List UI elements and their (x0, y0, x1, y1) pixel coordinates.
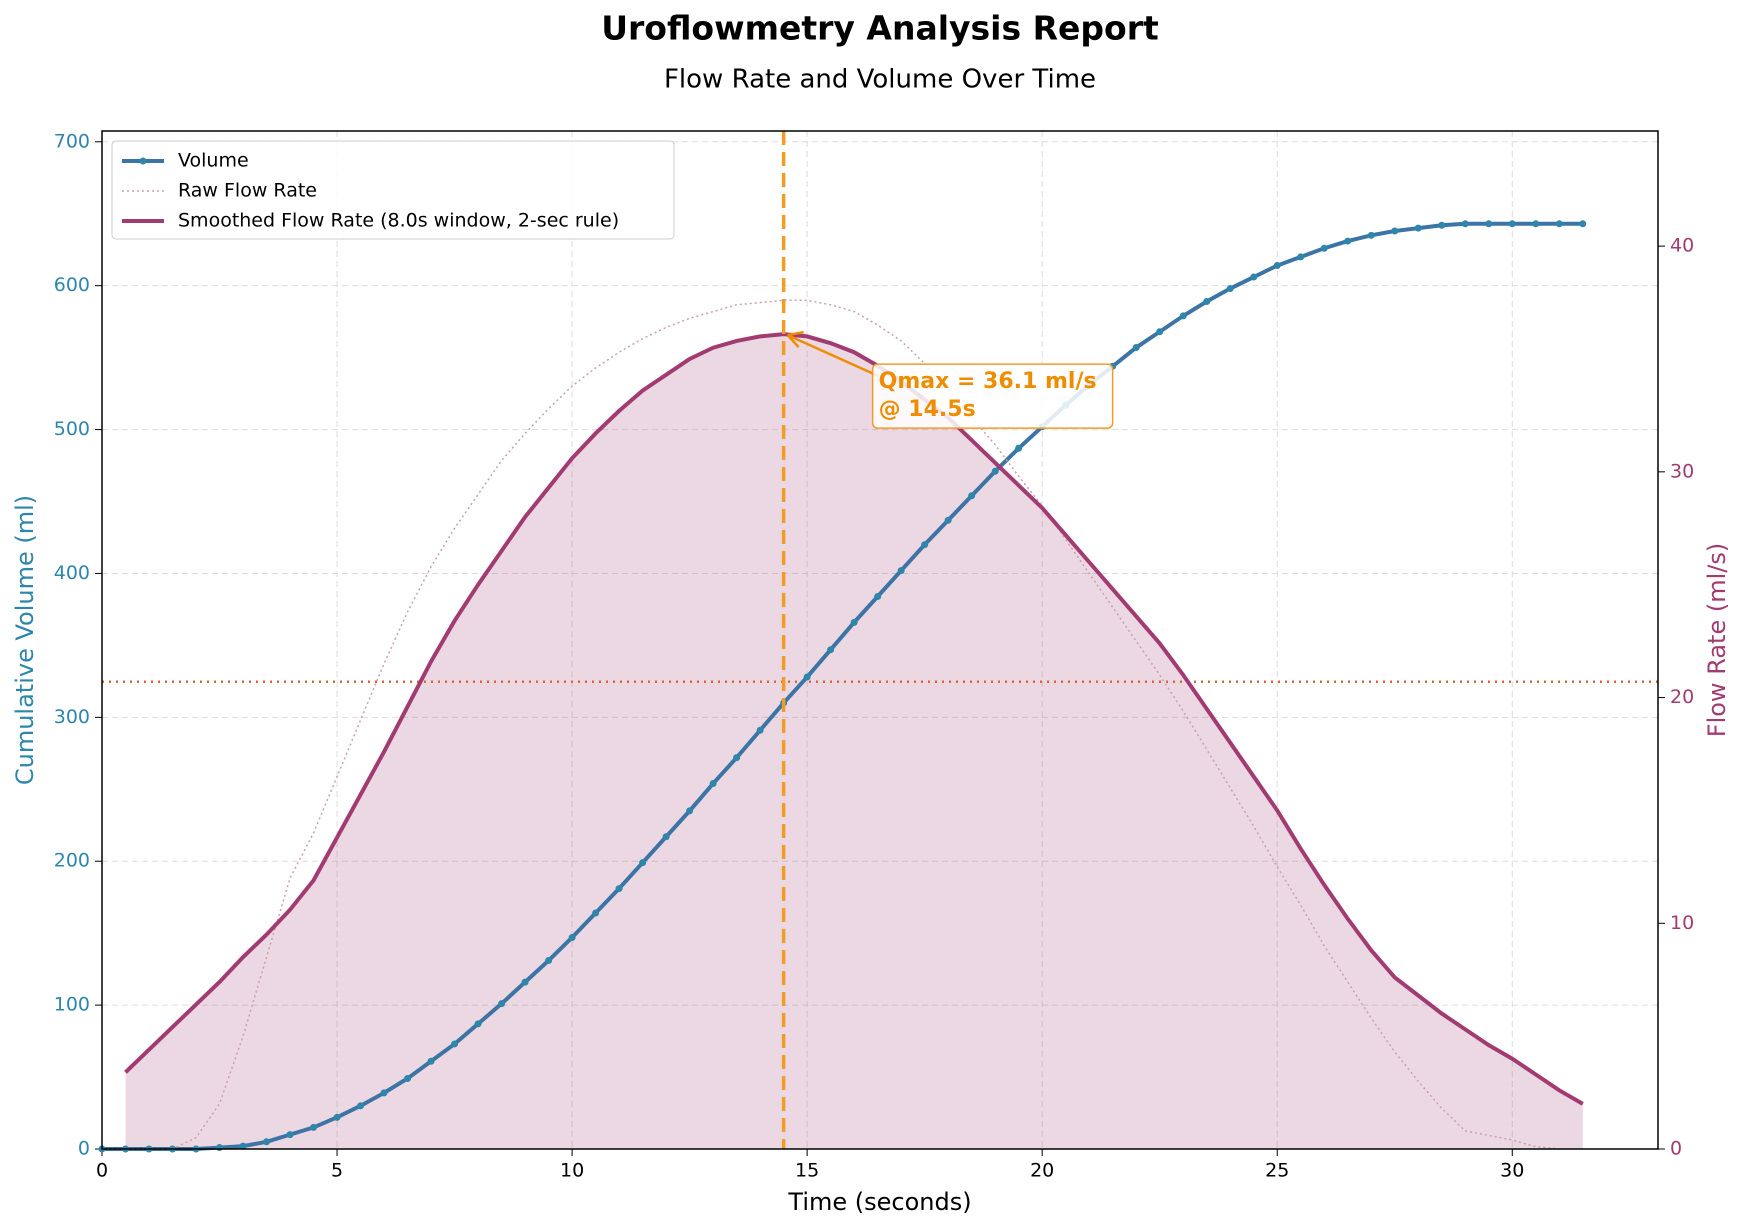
volume-point (1297, 253, 1305, 261)
volume-point (662, 833, 670, 841)
volume-point (1555, 220, 1563, 228)
volume-point (1273, 262, 1281, 270)
y-tick-label: 700 (54, 130, 90, 152)
volume-point (709, 780, 717, 788)
legend-label: Raw Flow Rate (178, 180, 317, 202)
volume-point (827, 646, 835, 654)
x-tick-label: 30 (1500, 1160, 1524, 1182)
volume-point (1179, 312, 1187, 320)
y2-tick-label: 10 (1670, 912, 1694, 934)
volume-point (592, 909, 600, 917)
volume-point (1226, 285, 1234, 293)
volume-point (968, 492, 976, 500)
volume-point (1156, 328, 1164, 336)
volume-point (404, 1074, 412, 1082)
volume-point (1367, 231, 1375, 239)
volume-point (427, 1057, 435, 1065)
volume-point (897, 567, 905, 575)
y-tick-label: 400 (54, 562, 90, 584)
legend-label: Smoothed Flow Rate (8.0s window, 2-sec r… (178, 210, 619, 232)
legend-marker (139, 157, 147, 165)
chart-subtitle: Flow Rate and Volume Over Time (664, 65, 1096, 95)
annotation-text: Qmax = 36.1 ml/s (879, 369, 1097, 394)
volume-point (521, 978, 529, 986)
volume-point (1320, 244, 1328, 252)
volume-point (733, 754, 741, 762)
volume-point (874, 592, 882, 600)
volume-point (850, 618, 858, 626)
volume-point (310, 1123, 318, 1131)
y-axis-label: Cumulative Volume (ml) (11, 495, 39, 785)
series-line (124, 332, 1584, 1106)
volume-point (991, 467, 999, 475)
y-tick-label: 600 (54, 274, 90, 296)
y-tick-label: 500 (54, 418, 90, 440)
legend-label: Volume (178, 150, 249, 172)
y2-tick-label: 0 (1670, 1138, 1682, 1160)
x-tick-label: 15 (795, 1160, 819, 1182)
volume-point (1579, 220, 1587, 228)
y-tick-label: 300 (54, 706, 90, 728)
volume-point (451, 1040, 459, 1048)
volume-point (1132, 344, 1140, 352)
y-tick-label: 200 (54, 850, 90, 872)
volume-point (357, 1102, 365, 1110)
chart-title: Uroflowmetry Analysis Report (601, 9, 1159, 48)
volume-point (545, 957, 553, 965)
volume-point (498, 1000, 506, 1008)
volume-point (286, 1131, 294, 1139)
volume-point (1250, 273, 1258, 281)
y-tick-label: 0 (78, 1138, 90, 1160)
volume-point (380, 1089, 388, 1097)
volume-point (1391, 227, 1399, 235)
annotation-arrowhead (786, 330, 804, 348)
x-tick-label: 10 (560, 1160, 584, 1182)
x-tick-label: 25 (1265, 1160, 1289, 1182)
annotation-arrow (787, 334, 880, 378)
annotation-text: @ 14.5s (879, 397, 976, 422)
volume-point (803, 673, 811, 681)
volume-point (1485, 220, 1493, 228)
annotation-box (871, 363, 1114, 429)
volume-point (639, 859, 647, 867)
volume-point (216, 1144, 224, 1152)
volume-point (568, 933, 576, 941)
volume-point (1414, 224, 1422, 232)
x-tick-label: 20 (1030, 1160, 1054, 1182)
volume-point (921, 541, 929, 549)
volume-point (1532, 220, 1540, 228)
y2-tick-label: 30 (1670, 460, 1694, 482)
y-tick-label: 100 (54, 994, 90, 1016)
x-axis-label: Time (seconds) (787, 1188, 971, 1216)
volume-point (1015, 444, 1023, 452)
volume-point (1203, 298, 1211, 306)
y2-tick-label: 40 (1670, 235, 1694, 257)
volume-point (1438, 221, 1446, 229)
y2-axis-label: Flow Rate (ml/s) (1703, 543, 1731, 737)
volume-point (686, 807, 694, 815)
volume-point (1344, 237, 1352, 245)
volume-point (944, 516, 952, 524)
y2-tick-label: 20 (1670, 686, 1694, 708)
x-tick-label: 0 (96, 1160, 108, 1182)
volume-point (1461, 220, 1469, 228)
volume-point (239, 1142, 247, 1150)
volume-point (1508, 220, 1516, 228)
x-tick-label: 5 (331, 1160, 343, 1182)
volume-point (333, 1113, 341, 1121)
series-line (102, 299, 1560, 1150)
series-line (102, 221, 1583, 1151)
volume-point (756, 726, 764, 734)
legend-box (111, 140, 675, 240)
plot-frame (101, 130, 1659, 1150)
volume-point (615, 885, 623, 893)
volume-point (474, 1020, 482, 1028)
volume-point (263, 1138, 271, 1146)
flow-area (125, 334, 1583, 1149)
